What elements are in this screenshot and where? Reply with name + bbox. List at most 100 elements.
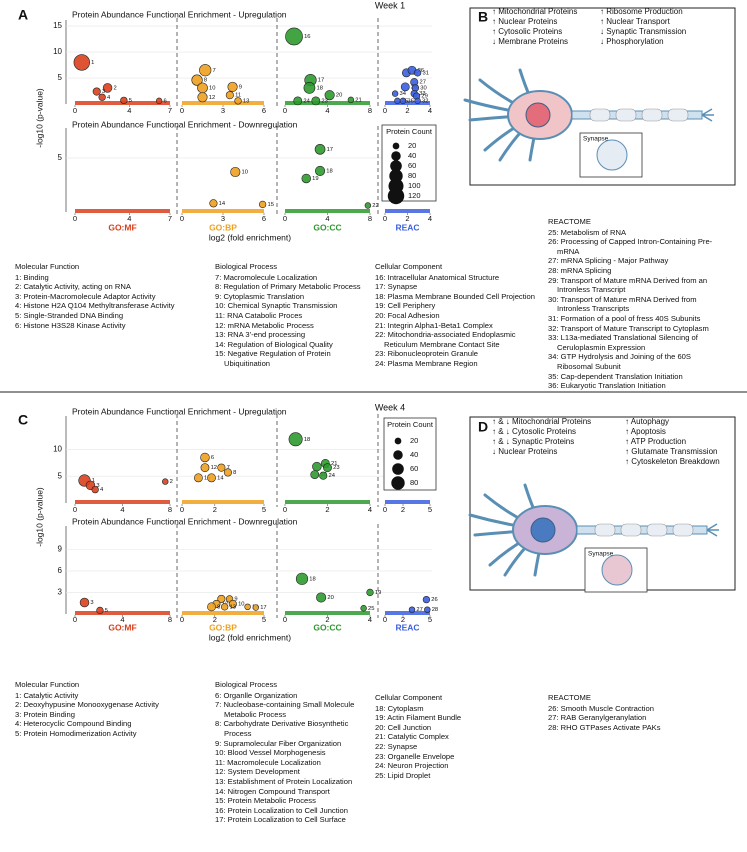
legend-item: 23: Ribonucleoprotein Granule [375,349,479,359]
point-label: 9 [234,596,237,602]
legend-title: REACTOME [548,217,591,226]
legend-item: 23: Organelle Envelope [375,751,455,761]
legend-item: 8: Carbohydrate Derivative Biosynthetic … [215,719,349,738]
baseline-band [75,209,170,213]
facet-name: GO:BP [209,222,237,232]
diagram-effect: ↑ Cytosolic Proteins [492,27,562,36]
x-tick-label: 0 [283,615,287,624]
x-tick-label: 0 [180,106,184,115]
point-label: 11 [235,93,241,99]
size-legend-marker [392,142,400,150]
facet-name: REAC [395,222,419,232]
baseline-band [285,101,370,105]
legend-item: 16: Intracellular Anatomical Structure [375,272,500,282]
legend-item: 14: Regulation of Biological Quality [215,339,333,349]
legend-item: 22: Mitochondria-associated Endoplasmic … [375,330,516,349]
facet-name: GO:MF [108,222,136,232]
point-label: 7 [227,465,230,471]
y-axis-label: -log10 (p-value) [34,487,44,547]
legend-item: 7: Macromolecule Localization [215,272,318,282]
point-label: 13 [229,604,235,610]
diagram-effect: ↓ Synaptic Transmission [600,27,686,36]
enrichment-point [217,594,226,603]
x-tick-label: 0 [283,214,287,223]
diagram-effect: ↑ Autophagy [625,417,669,426]
diagram-effect: ↑ Nuclear Transport [600,17,671,26]
y-axis-label: -log10 (p-value) [34,88,44,148]
nucleus [530,517,556,543]
enrichment-point [92,87,101,96]
legend-item: 10: Blood Vessel Morphogenesis [215,748,326,758]
enrichment-point [155,97,163,105]
size-legend-label: 80 [410,478,418,487]
legend-item: 7: Nucleobase-containing Small Molecule … [215,700,355,719]
point-label: 10 [238,601,244,607]
enrichment-point [244,603,251,611]
legend-item: 12: mRNA Metabolic Process [215,320,314,330]
x-tick-label: 0 [73,106,77,115]
diagram-effect: ↓ Membrane Proteins [492,37,568,46]
point-label: 13 [243,98,249,104]
x-axis-label: log2 (fold enrichment) [209,632,291,642]
enrichment-point [162,478,169,485]
size-legend-label: 20 [410,436,418,445]
point-label: 27 [416,607,422,613]
point-label: 8 [233,470,236,476]
legend-title: Biological Process [215,680,278,689]
x-tick-label: 2 [325,615,329,624]
legend-item: 11: Macromolecule Localization [215,757,321,767]
size-legend-marker [394,437,402,445]
x-tick-label: 4 [428,106,432,115]
enrichment-point [102,83,113,93]
myelin [620,523,642,537]
enrichment-point [220,603,229,611]
chart-title: Protein Abundance Functional Enrichment … [72,516,298,526]
enrichment-point [347,96,355,104]
myelin [672,523,694,537]
size-legend-label: 40 [410,450,418,459]
size-legend-box [383,417,437,491]
panel-letter: D [478,419,488,435]
baseline-band [75,611,170,615]
x-tick-label: 4 [120,615,124,624]
legend-item: 5: Protein Homodimerization Activity [15,728,137,738]
y-tick-label: 9 [58,544,63,553]
panel-letter: C [18,412,28,428]
x-tick-label: 2 [325,505,329,514]
x-tick-label: 2 [401,505,405,514]
enrichment-point [199,64,212,77]
x-tick-label: 2 [213,615,217,624]
legend-item: 6: Histone H3S28 Kinase Activity [15,320,126,330]
x-tick-label: 8 [168,505,172,514]
legend-item: 8: Regulation of Primary Metabolic Proce… [215,282,361,292]
point-label: 2 [170,479,173,485]
diagram-effect: ↑ ATP Production [625,437,686,446]
point-label: 28 [432,607,438,613]
legend-item: 5: Single-Stranded DNA Binding [15,310,124,320]
axon-terminal [706,523,719,537]
chart-title: Protein Abundance Functional Enrichment … [72,9,287,19]
x-tick-label: 0 [283,106,287,115]
y-tick-label: 15 [53,21,62,30]
legend-item: 27: RAB Geranylgeranylation [548,713,647,723]
legend-item: 33: L13a-mediated Translational Silencin… [548,333,698,352]
legend-title: Biological Process [215,262,278,271]
point-label: 23 [333,465,339,471]
enrichment-point [258,200,267,209]
x-tick-label: 3 [221,214,225,223]
enrichment-point [319,471,328,480]
point-label: 26 [431,597,437,603]
synapse-bouton [596,139,628,171]
legend-item: 4: Heterocyclic Compound Binding [15,719,132,729]
legend-item: 29: Transport of Mature mRNA Derived fro… [548,275,708,295]
week-label: Week 1 [375,0,405,10]
point-label: 31 [422,70,428,76]
point-label: 6 [211,455,214,461]
point-label: 14 [217,475,224,481]
enrichment-point [79,597,90,608]
legend-item: 13: Establishment of Protein Localizatio… [215,776,353,786]
enrichment-point [230,166,241,178]
week-label: Week 4 [375,402,405,412]
